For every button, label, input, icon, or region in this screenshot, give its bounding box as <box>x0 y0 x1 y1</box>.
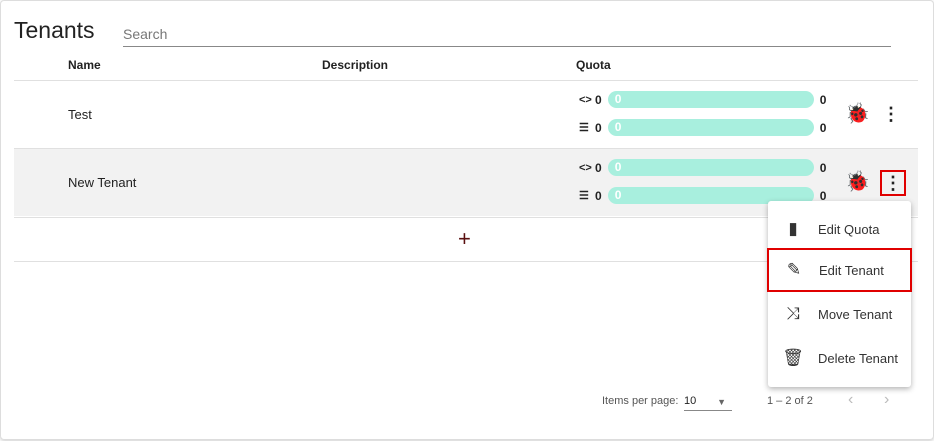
range-label: 1 – 2 of 2 <box>767 395 813 407</box>
items-per-page-label: Items per page: <box>602 395 679 407</box>
quota-bar: 0 <box>607 159 814 176</box>
tenant-name: New Tenant <box>68 175 137 190</box>
col-description: Description <box>322 58 389 72</box>
next-page-button[interactable]: › <box>884 391 890 408</box>
tenant-name: Test <box>68 107 92 122</box>
more-button[interactable]: ⋮ <box>880 170 906 196</box>
menu-item-move-tenant[interactable]: ⤨ Move Tenant <box>768 292 911 336</box>
table-row[interactable]: New Tenant <> 0 0 0 ☰ 0 0 0 🐞 ⋮ <box>14 149 918 216</box>
page-title: Tenants <box>14 17 95 43</box>
col-quota: Quota <box>576 58 611 72</box>
table-row[interactable]: Test <> 0 0 0 ☰ 0 0 0 🐞 ⋮ <box>68 91 900 136</box>
trash-icon: 🗑 <box>782 348 804 367</box>
bar-chart-icon: ▮ <box>788 219 798 238</box>
code-icon: <> <box>579 161 592 174</box>
shuffle-icon: ⤨ <box>786 304 800 323</box>
quota-bar: 0 <box>607 119 814 136</box>
code-icon: <> <box>579 93 592 106</box>
list-icon: ☰ <box>579 190 589 202</box>
quota-bar: 0 <box>607 91 814 108</box>
quota-bar: 0 <box>607 187 814 204</box>
context-menu: ▮ Edit Quota ✎ Edit Tenant ⤨ Move Tenant 🗑 D… <box>767 201 912 387</box>
menu-item-edit-quota[interactable]: ▮ Edit Quota <box>768 207 911 251</box>
tenant-bug-icon[interactable]: 🐞 <box>845 171 870 193</box>
pencil-icon: ✎ <box>786 260 802 279</box>
add-tenant-button[interactable]: + <box>458 226 471 251</box>
prev-page-button[interactable]: ‹ <box>848 391 854 408</box>
dropdown-arrow-icon: ▼ <box>717 397 726 407</box>
menu-item-delete-tenant[interactable]: 🗑 Delete Tenant <box>768 336 911 380</box>
more-button[interactable]: ⋮ <box>882 104 900 124</box>
tenant-bug-icon[interactable]: 🐞 <box>845 103 870 125</box>
page-size-select[interactable]: 10 ▼ <box>684 395 732 411</box>
menu-item-edit-tenant[interactable]: ✎ Edit Tenant <box>767 248 912 292</box>
list-icon: ☰ <box>579 122 589 134</box>
search-input[interactable] <box>123 24 891 47</box>
col-name: Name <box>68 58 101 72</box>
